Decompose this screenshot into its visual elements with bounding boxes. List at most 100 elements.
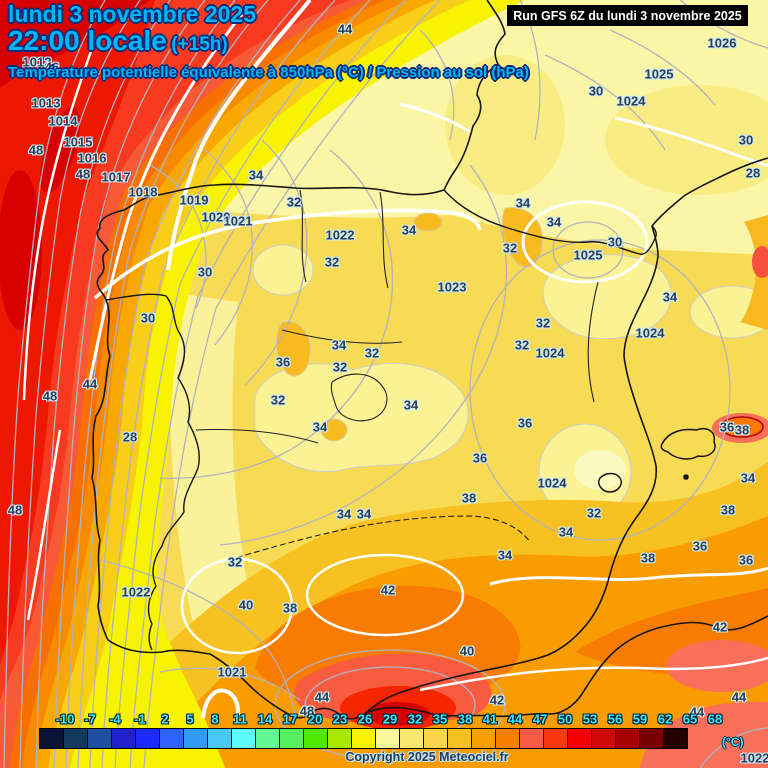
map-pressure-label: 1024 bbox=[535, 345, 565, 361]
map-pressure-label: 1021 bbox=[223, 213, 253, 229]
map-theta-label: 36 bbox=[275, 354, 291, 370]
map-theta-label: 48 bbox=[42, 388, 58, 404]
colorbar-cell bbox=[39, 728, 64, 749]
colorbar-cell bbox=[159, 728, 184, 749]
run-info-box: Run GFS 6Z du lundi 3 novembre 2025 bbox=[507, 5, 748, 26]
copyright-text: Copyright 2025 Meteociel.fr bbox=[345, 750, 509, 764]
map-theta-label: 38 bbox=[734, 422, 750, 438]
map-theta-label: 32 bbox=[227, 554, 243, 570]
date-line: lundi 3 novembre 2025 bbox=[8, 1, 256, 27]
map-theta-label: 38 bbox=[282, 600, 298, 616]
map-theta-label: 32 bbox=[502, 240, 518, 256]
map-pressure-label: 1017 bbox=[101, 169, 131, 185]
map-pressure-label: 1020 bbox=[201, 209, 231, 225]
map-theta-label: 30 bbox=[738, 132, 754, 148]
run-info-text: Run GFS 6Z du lundi 3 novembre 2025 bbox=[513, 8, 742, 23]
map-pressure-label: 1012 bbox=[22, 54, 52, 70]
map-pressure-label: 1024 bbox=[635, 325, 665, 341]
colorbar-cell bbox=[519, 728, 544, 749]
colorbar-cell bbox=[399, 728, 424, 749]
map-theta-label: 28 bbox=[745, 165, 761, 181]
coastline bbox=[91, 0, 768, 720]
map-theta-label: 44 bbox=[314, 689, 330, 705]
map-theta-label: 40 bbox=[459, 643, 475, 659]
map-pressure-label: 1024 bbox=[616, 93, 646, 109]
map-theta-label: 42 bbox=[489, 692, 505, 708]
isobar-lines bbox=[3, 0, 768, 768]
map-theta-label: 34 bbox=[740, 470, 756, 486]
colorbar-cell bbox=[303, 728, 328, 749]
map-theta-label: 34 bbox=[497, 547, 513, 563]
map-theta-label: 34 bbox=[356, 506, 372, 522]
map-header: lundi 3 novembre 2025 22:00 locale (+15h… bbox=[8, 2, 529, 81]
map-theta-label: 48 bbox=[7, 502, 23, 518]
map-pressure-label: 1025 bbox=[573, 247, 603, 263]
colorbar-cell bbox=[423, 728, 448, 749]
colorbar-cell bbox=[63, 728, 88, 749]
map-theta-label: 46 bbox=[44, 59, 60, 75]
map-theta-label: 36 bbox=[517, 415, 533, 431]
map-theta-label: 34 bbox=[336, 506, 352, 522]
map-pressure-label: 1013 bbox=[31, 95, 61, 111]
map-theta-label: 48 bbox=[299, 703, 315, 719]
map-theta-label: 32 bbox=[364, 345, 380, 361]
map-theta-label: 48 bbox=[28, 142, 44, 158]
map-theta-label: 32 bbox=[270, 392, 286, 408]
colorbar-cell bbox=[255, 728, 280, 749]
time-line: 22:00 locale bbox=[8, 25, 167, 57]
colorbar-cell bbox=[87, 728, 112, 749]
map-theta-label: 36 bbox=[692, 538, 708, 554]
region-borders bbox=[195, 189, 599, 561]
colorbar-cell bbox=[591, 728, 616, 749]
colorbar-cell bbox=[135, 728, 160, 749]
colorbar-cell bbox=[375, 728, 400, 749]
map-pressure-label: 1023 bbox=[437, 279, 467, 295]
map-theta-label: 38 bbox=[461, 490, 477, 506]
map-pressure-label: 1019 bbox=[179, 192, 209, 208]
map-theta-label: 32 bbox=[586, 505, 602, 521]
map-theta-label: 34 bbox=[401, 222, 417, 238]
colorbar-unit: (°C) bbox=[722, 735, 744, 749]
map-theta-label: 34 bbox=[515, 195, 531, 211]
map-theta-label: 32 bbox=[324, 254, 340, 270]
colorbar-cell bbox=[543, 728, 568, 749]
colorbar-cell bbox=[615, 728, 640, 749]
map-theta-label: 36 bbox=[472, 450, 488, 466]
map-pressure-label: 1016 bbox=[77, 150, 107, 166]
map-theta-label: 34 bbox=[662, 289, 678, 305]
map-theta-label: 32 bbox=[332, 359, 348, 375]
map-theta-label: 38 bbox=[640, 550, 656, 566]
map-theta-label: 30 bbox=[140, 310, 156, 326]
map-theta-label: 44 bbox=[689, 704, 705, 720]
colorbar-cell bbox=[663, 728, 688, 749]
map-theta-label: 34 bbox=[248, 167, 264, 183]
map-pressure-label: 1025 bbox=[644, 66, 674, 82]
map-theta-label: 44 bbox=[82, 376, 98, 392]
map-pressure-label: 1022 bbox=[325, 227, 355, 243]
map-theta-label: 32 bbox=[535, 315, 551, 331]
map-theta-label: 42 bbox=[380, 582, 396, 598]
map-theta-label: 28 bbox=[122, 429, 138, 445]
map-theta-label: 34 bbox=[331, 337, 347, 353]
map-theta-label: 40 bbox=[238, 597, 254, 613]
map-theta-label: 44 bbox=[731, 689, 747, 705]
colorbar-cell bbox=[111, 728, 136, 749]
time-offset: (+15h) bbox=[171, 34, 228, 56]
colorbar-cells bbox=[39, 728, 688, 749]
colorbar-cell bbox=[351, 728, 376, 749]
map-subtitle: Température potentielle équivalente à 85… bbox=[8, 64, 529, 82]
theta-contour-lines bbox=[22, 0, 768, 723]
map-theta-label: 44 bbox=[337, 21, 353, 37]
map-theta-label: 38 bbox=[720, 502, 736, 518]
colorbar-cell bbox=[183, 728, 208, 749]
colorbar-cell bbox=[279, 728, 304, 749]
map-pressure-label: 1018 bbox=[128, 184, 158, 200]
map-pressure-label: 1014 bbox=[48, 113, 78, 129]
map-theta-label: 34 bbox=[312, 419, 328, 435]
map-theta-label: 34 bbox=[403, 397, 419, 413]
map-theta-label: 34 bbox=[546, 214, 562, 230]
colorbar-cell bbox=[231, 728, 256, 749]
map-theta-label: 30 bbox=[607, 234, 623, 250]
